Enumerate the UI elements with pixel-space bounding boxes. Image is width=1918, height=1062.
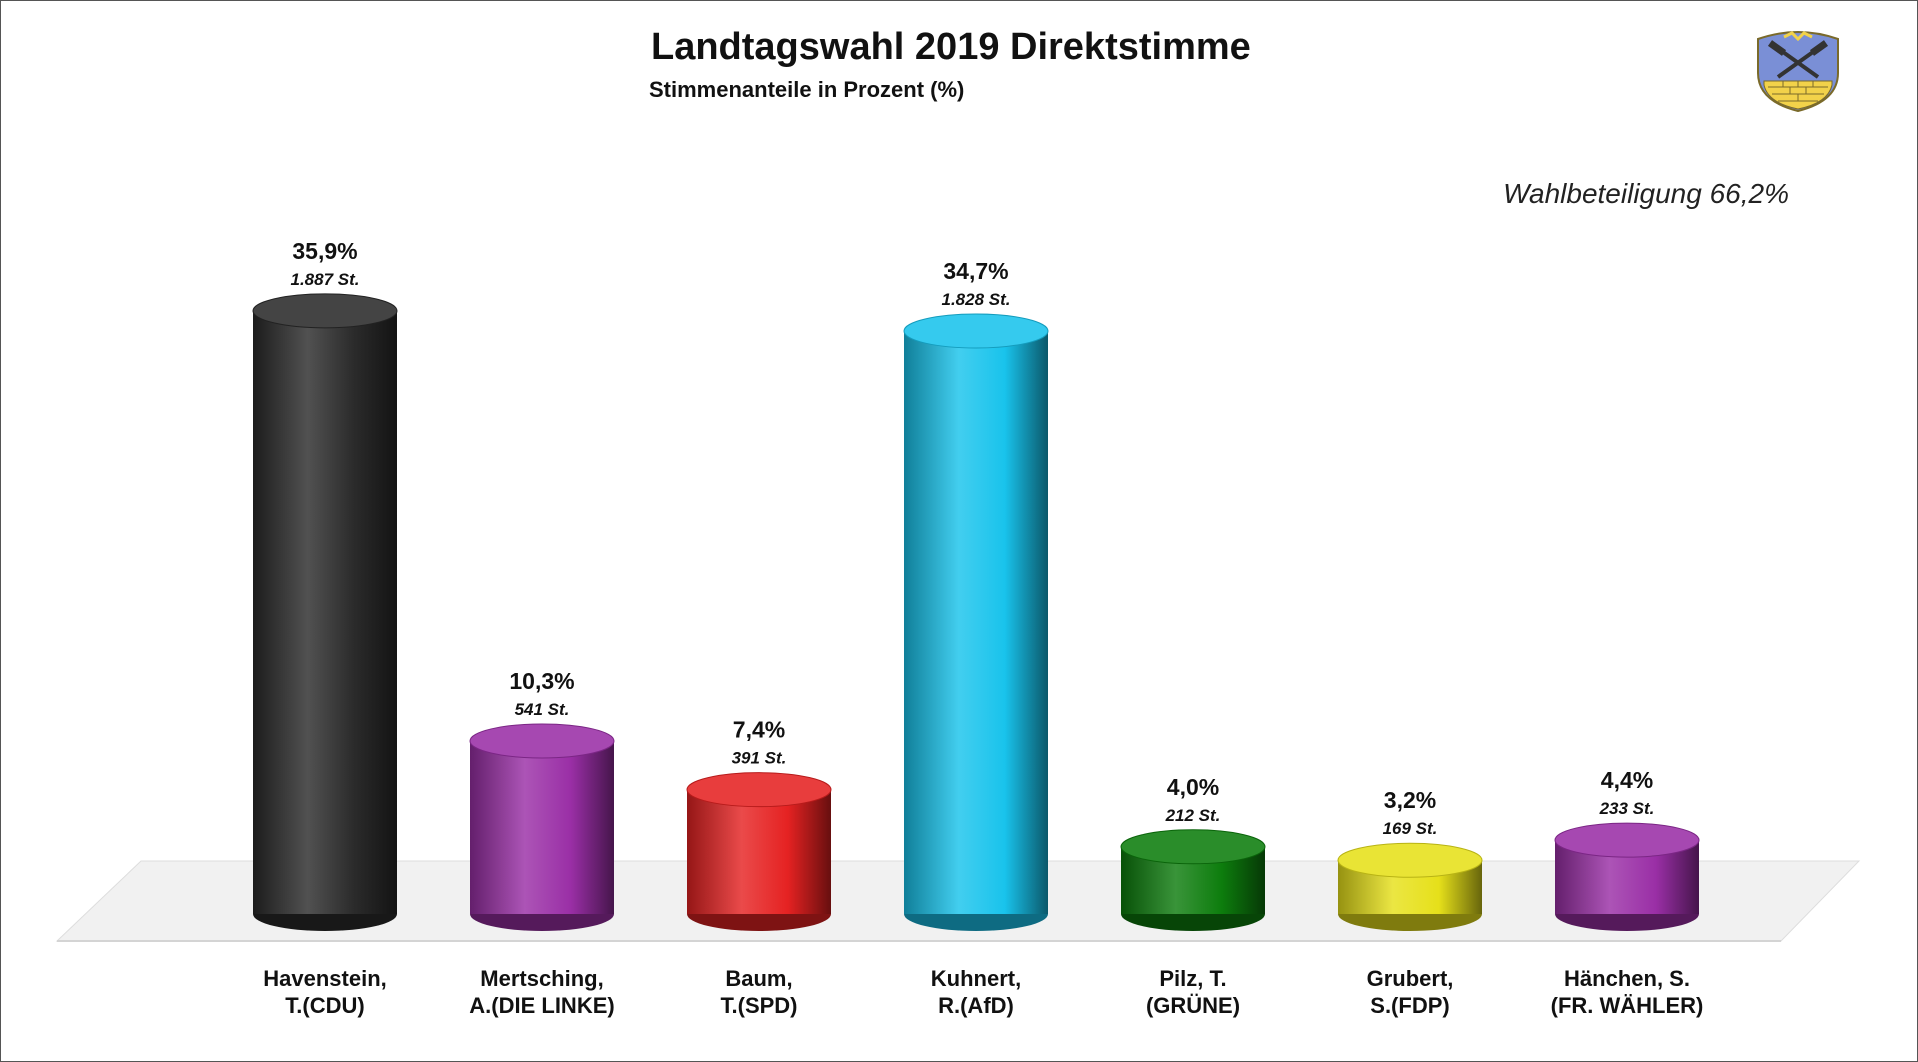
bar-3 bbox=[686, 772, 832, 931]
bar-top bbox=[686, 772, 832, 808]
bar-top bbox=[252, 293, 398, 329]
votes-label: 541 St. bbox=[515, 700, 570, 719]
votes-label: 212 St. bbox=[1165, 806, 1221, 825]
value-label: 4,0% bbox=[1167, 774, 1219, 800]
chart-title: Landtagswahl 2019 Direktstimme bbox=[651, 26, 1251, 68]
turnout-annotation: Wahlbeteiligung 66,2% bbox=[1503, 178, 1789, 209]
bar-top bbox=[1337, 842, 1483, 878]
votes-label: 233 St. bbox=[1599, 799, 1655, 818]
value-label: 10,3% bbox=[509, 668, 574, 694]
category-label-line1: Havenstein, bbox=[263, 966, 387, 991]
votes-label: 391 St. bbox=[732, 749, 787, 768]
bar-body bbox=[904, 331, 1048, 914]
category-label-line1: Mertsching, bbox=[480, 966, 603, 991]
bar-body bbox=[687, 789, 831, 914]
chart-subtitle: Stimmenanteile in Prozent (%) bbox=[649, 77, 964, 102]
bars-layer bbox=[252, 293, 1700, 931]
category-label-line2: T.(CDU) bbox=[285, 993, 364, 1018]
category-label-line1: Grubert, bbox=[1367, 966, 1454, 991]
bar-body bbox=[253, 310, 397, 914]
category-label-line2: A.(DIE LINKE) bbox=[469, 993, 614, 1018]
labels-layer: 35,9% 1.887 St. Havenstein,T.(CDU) 10,3% 541… bbox=[263, 238, 1703, 1018]
value-label: 34,7% bbox=[943, 258, 1008, 284]
category-label-line2: (GRÜNE) bbox=[1146, 993, 1240, 1018]
bar-4 bbox=[903, 313, 1049, 931]
bar-top bbox=[469, 723, 615, 759]
bar-body bbox=[470, 740, 614, 914]
votes-label: 1.828 St. bbox=[942, 290, 1011, 309]
value-label: 4,4% bbox=[1601, 767, 1653, 793]
bar-1 bbox=[252, 293, 398, 931]
bar-5 bbox=[1120, 829, 1266, 931]
votes-label: 1.887 St. bbox=[291, 270, 360, 289]
category-label-line2: S.(FDP) bbox=[1370, 993, 1449, 1018]
category-label-line2: T.(SPD) bbox=[721, 993, 798, 1018]
bar-6 bbox=[1337, 842, 1483, 931]
value-label: 3,2% bbox=[1384, 787, 1436, 813]
category-label-line1: Hänchen, S. bbox=[1564, 966, 1690, 991]
bar-7 bbox=[1554, 822, 1700, 931]
category-label-line2: R.(AfD) bbox=[938, 993, 1014, 1018]
value-label: 35,9% bbox=[292, 238, 357, 264]
value-label: 7,4% bbox=[733, 717, 785, 743]
bar-2 bbox=[469, 723, 615, 931]
category-label-line1: Pilz, T. bbox=[1159, 966, 1226, 991]
bar-top bbox=[903, 313, 1049, 349]
coat-of-arms-icon bbox=[1757, 31, 1839, 113]
bar-top bbox=[1554, 822, 1700, 858]
category-label-line1: Kuhnert, bbox=[931, 966, 1021, 991]
bar-top bbox=[1120, 829, 1266, 865]
category-label-line2: (FR. WÄHLER) bbox=[1551, 993, 1704, 1018]
category-label-line1: Baum, bbox=[725, 966, 792, 991]
votes-label: 169 St. bbox=[1383, 819, 1438, 838]
